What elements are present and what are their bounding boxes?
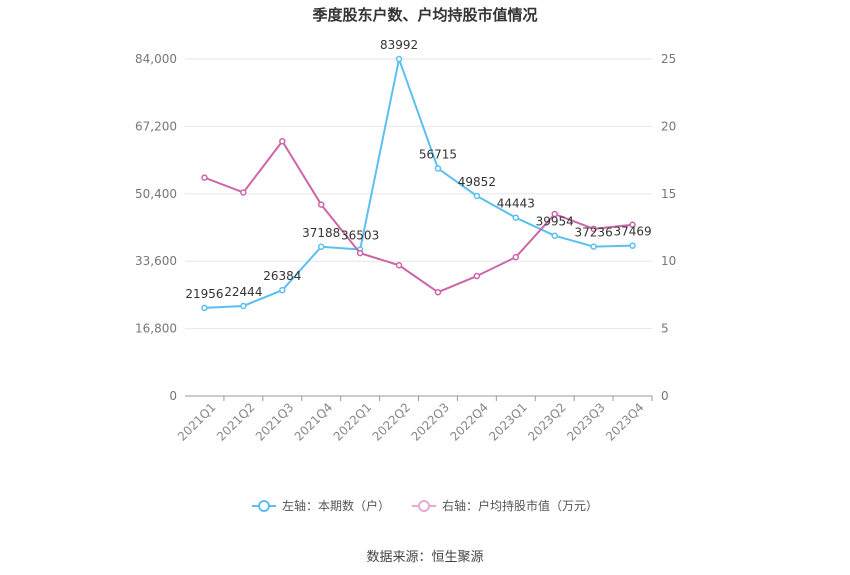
data-point-0 [434,165,442,172]
data-source-note: 数据来源：恒生聚源 [366,550,484,565]
data-point-0 [240,302,247,310]
left-axis-tick-label: 84,000 [135,52,177,66]
x-axis-tick-label: 2021Q3 [253,400,297,444]
data-point-1 [551,210,558,218]
x-axis-tick-label: 2021Q1 [175,400,219,444]
right-axis-tick-label: 0 [661,389,669,403]
series-line-0 [204,58,633,309]
data-point-1 [629,221,636,229]
chart-title: 季度股东户数、户均持股市值情况 [312,6,538,24]
x-axis-tick-label: 2022Q1 [331,400,375,444]
data-label: 37188 [302,226,340,240]
right-axis-tick-label: 10 [661,254,676,268]
data-label: 39954 [536,215,574,229]
data-label: 44443 [497,197,535,211]
data-point-0 [629,242,636,249]
x-axis-tick-label: 2022Q2 [370,400,414,444]
x-axis-tick-label: 2021Q4 [292,400,336,444]
data-point-1 [473,272,481,280]
data-point-1 [201,174,208,181]
data-point-0 [395,55,403,63]
x-axis-tick-label: 2023Q3 [564,400,608,444]
data-point-1 [590,225,597,233]
left-axis-tick-label: 67,200 [135,119,177,133]
x-axis-tick-label: 2021Q2 [214,400,258,444]
left-axis-tick-label: 33,600 [135,254,177,268]
data-point-0 [201,304,208,312]
data-point-0 [551,232,558,239]
legend-item-value[interactable]: 右轴：户均持股市值（万元） [412,497,598,514]
right-axis-tick-label: 5 [661,322,669,336]
data-point-0 [279,286,286,294]
legend-swatch-value [412,499,436,513]
data-label: 37236 [575,226,613,240]
x-axis-tick-label: 2022Q4 [447,400,491,444]
data-point-1 [512,253,520,261]
data-point-1 [434,288,442,296]
data-label: 21956 [185,287,223,301]
data-point-1 [395,261,403,269]
data-label: 37469 [613,225,651,239]
data-point-1 [279,137,286,145]
right-axis-tick-label: 20 [661,119,676,133]
x-axis-tick-label: 2022Q3 [409,400,453,444]
legend-item-holders[interactable]: 左轴：本期数（户） [251,497,390,514]
x-axis-tick-label: 2023Q4 [603,400,647,444]
data-point-1 [240,189,247,196]
legend-label-value: 右轴：户均持股市值（万元） [442,499,599,513]
data-label: 83992 [380,38,418,52]
legend-swatch-holders [251,499,276,513]
left-axis-tick-label: 0 [169,389,177,403]
data-label: 22444 [224,285,262,299]
left-axis-tick-label: 50,400 [135,187,177,201]
right-axis-tick-label: 15 [661,187,676,201]
data-label: 26384 [263,269,301,283]
data-point-1 [356,249,364,257]
data-point-0 [473,192,481,200]
right-axis-tick-label: 25 [661,52,676,66]
left-axis-tick-label: 16,800 [135,322,177,336]
data-point-0 [590,243,597,250]
chart-legend: 左轴：本期数（户） 右轴：户均持股市值（万元） [0,497,850,514]
data-point-0 [317,243,325,251]
x-axis-tick-label: 2023Q2 [525,400,569,444]
x-axis-tick-label: 2023Q1 [486,400,530,444]
series-line-1 [204,140,633,294]
data-label: 49852 [458,175,496,189]
legend-label-holders: 左轴：本期数（户） [281,499,390,513]
data-point-0 [512,214,520,221]
data-point-1 [317,201,325,208]
data-label: 56715 [419,147,457,161]
data-label: 36503 [341,229,379,243]
